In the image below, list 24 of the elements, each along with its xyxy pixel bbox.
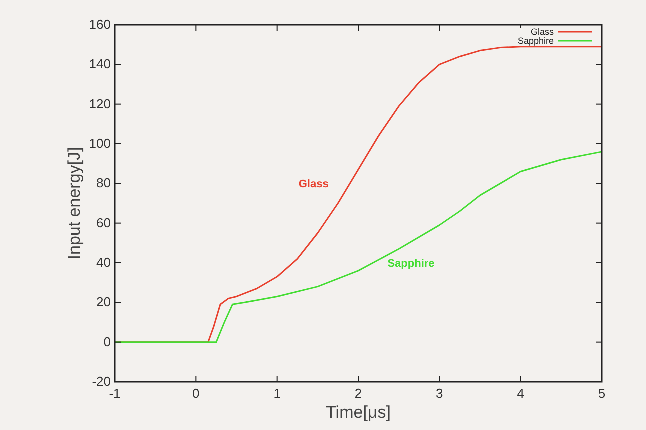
y-tick-label: 160 bbox=[89, 17, 111, 32]
y-tick-label: 120 bbox=[89, 96, 111, 112]
y-tick-label: 80 bbox=[96, 176, 111, 191]
y-tick-label: 140 bbox=[89, 56, 111, 72]
legend-label: Sapphire bbox=[518, 36, 554, 46]
y-tick-label: 100 bbox=[89, 136, 111, 151]
x-tick-label: 4 bbox=[517, 386, 524, 401]
y-tick-label: -20 bbox=[92, 374, 111, 389]
x-tick-label: 0 bbox=[192, 386, 200, 401]
annotation: Sapphire bbox=[388, 258, 435, 270]
legend-label: Glass bbox=[530, 27, 554, 37]
y-tick-label: 20 bbox=[96, 294, 111, 310]
x-tick-label: 1 bbox=[274, 386, 281, 401]
x-axis-title: Time[μs] bbox=[326, 403, 391, 422]
x-tick-label: -1 bbox=[109, 386, 121, 401]
line-series bbox=[114, 151, 603, 344]
y-tick-label: 0 bbox=[104, 334, 111, 350]
x-tick-label: 2 bbox=[354, 386, 362, 401]
y-axis-title: Input energy[J] bbox=[65, 147, 84, 260]
y-tick-label: 60 bbox=[96, 215, 111, 230]
annotation: Glass bbox=[298, 178, 329, 191]
y-tick-label: 40 bbox=[96, 255, 111, 270]
x-tick-label: 5 bbox=[598, 386, 606, 401]
x-tick-label: 3 bbox=[436, 386, 444, 401]
